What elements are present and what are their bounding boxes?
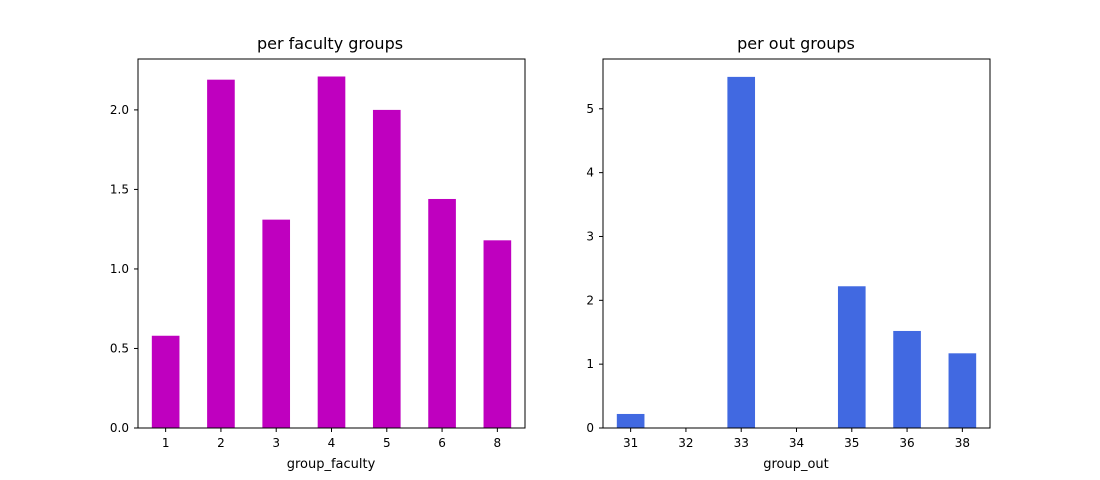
x-tick-label: 34 (789, 436, 804, 450)
bar-group (616, 76, 977, 428)
x-tick-label: 4 (328, 436, 336, 450)
bar-6 (428, 198, 456, 428)
bar-38 (948, 353, 977, 428)
axes-frame (137, 58, 526, 429)
y-tick-label: 1.5 (110, 182, 129, 196)
y-tick-label: 4 (586, 166, 594, 180)
bar-5 (372, 109, 401, 429)
bar-8 (483, 240, 512, 428)
x-tick-label: 3 (272, 436, 280, 450)
y-axis-ticks: 0 1 2 3 4 5 (586, 102, 603, 435)
bar-31 (616, 413, 645, 428)
y-tick-label: 1 (586, 357, 594, 371)
y-tick-label: 5 (586, 102, 594, 116)
bar-33 (727, 76, 756, 428)
y-tick-label: 3 (586, 229, 594, 243)
x-axis-label: group_out (763, 457, 829, 472)
x-tick-label: 8 (494, 436, 502, 450)
x-tick-label: 35 (844, 436, 859, 450)
bar-1 (151, 335, 180, 428)
bar-3 (262, 219, 291, 428)
x-tick-label: 5 (383, 436, 391, 450)
y-tick-label: 0.5 (110, 341, 129, 355)
y-axis-ticks: 0.0 0.5 1.0 1.5 2.0 (110, 103, 138, 435)
bar-2 (207, 79, 235, 429)
x-axis-ticks: 31 32 33 34 35 36 38 (623, 428, 970, 450)
x-tick-label: 32 (678, 436, 693, 450)
y-tick-label: 0.0 (110, 421, 129, 435)
x-tick-label: 36 (899, 436, 914, 450)
x-tick-label: 31 (623, 436, 638, 450)
x-tick-label: 6 (438, 436, 446, 450)
chart-title: per out groups (737, 34, 855, 53)
x-axis-ticks: 1 2 3 4 5 6 8 (162, 428, 501, 450)
y-tick-label: 0 (586, 421, 594, 435)
bar-36 (893, 330, 921, 428)
y-tick-label: 2 (586, 293, 594, 307)
x-tick-label: 33 (734, 436, 749, 450)
bar-4 (317, 76, 346, 428)
chart-title: per faculty groups (257, 34, 403, 53)
y-tick-label: 1.0 (110, 262, 129, 276)
x-tick-label: 2 (217, 436, 225, 450)
axes-frame (602, 58, 991, 429)
bar-35 (837, 286, 866, 428)
x-tick-label: 1 (162, 436, 170, 450)
x-tick-label: 38 (955, 436, 970, 450)
x-axis-label: group_faculty (287, 457, 376, 472)
y-tick-label: 2.0 (110, 103, 129, 117)
bar-group (151, 76, 512, 429)
chart-panel-faculty: per faculty groups 0.0 0.5 1.0 1.5 2.0 1 2 3 4 5… (110, 34, 526, 472)
